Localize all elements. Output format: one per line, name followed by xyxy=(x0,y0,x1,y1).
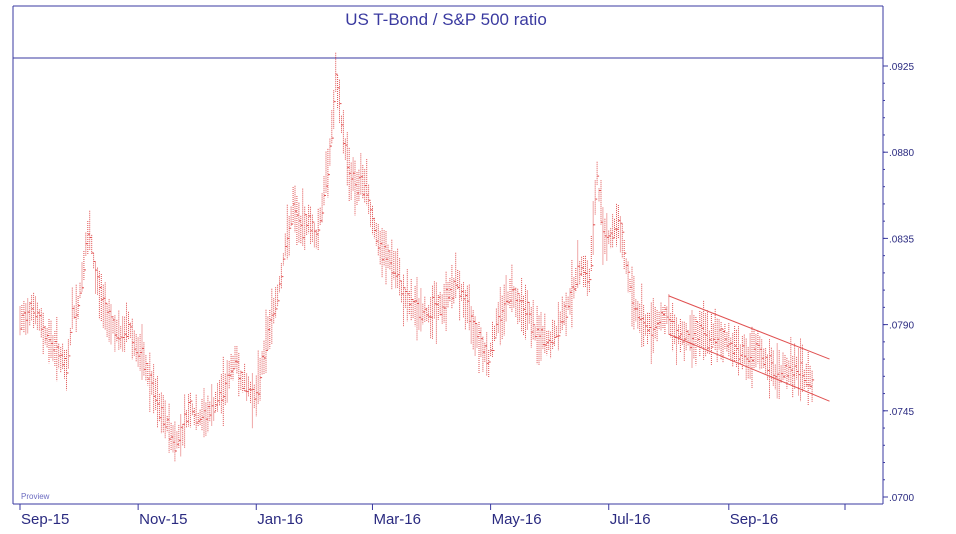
x-tick-label: Mar-16 xyxy=(373,511,421,528)
trend-channel xyxy=(668,295,830,402)
y-tick-label: .0790 xyxy=(889,321,914,332)
y-tick-label: .0925 xyxy=(889,62,914,73)
price-bars xyxy=(19,52,815,462)
channel-line xyxy=(668,333,830,402)
x-tick-label: Jul-16 xyxy=(610,511,651,528)
chart-title: US T-Bond / S&P 500 ratio xyxy=(345,10,547,29)
x-tick-label: May-16 xyxy=(492,511,542,528)
channel-line xyxy=(668,295,830,360)
x-tick-label: Sep-16 xyxy=(730,511,778,528)
x-axis-ticks: Sep-15 Nov-15 Jan-16 Mar-16 May-16 Jul-16 Sep-… xyxy=(19,504,846,528)
y-tick-label: .0880 xyxy=(889,148,914,159)
x-tick-label: Nov-15 xyxy=(139,511,187,528)
x-tick-label: Sep-15 xyxy=(21,511,69,528)
x-tick-label: Jan-16 xyxy=(257,511,303,528)
y-tick-label: .0745 xyxy=(889,407,914,418)
proview-watermark: Proview xyxy=(21,492,50,501)
y-tick-label: .0835 xyxy=(889,234,914,245)
y-axis-ticks: .0925 .0880 .0835 .0790 .0745 .0700 xyxy=(883,62,914,504)
y-tick-label: .0700 xyxy=(889,493,914,504)
